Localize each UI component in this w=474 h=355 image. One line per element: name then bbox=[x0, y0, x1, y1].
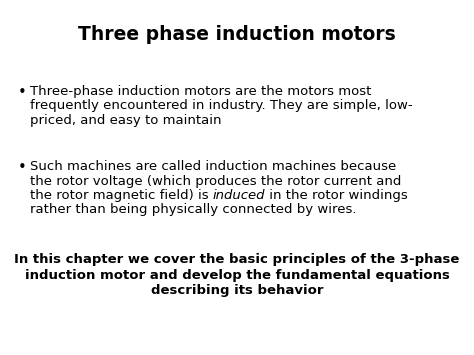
Text: rather than being physically connected by wires.: rather than being physically connected b… bbox=[30, 203, 356, 217]
Text: the rotor voltage (which produces the rotor current and: the rotor voltage (which produces the ro… bbox=[30, 175, 401, 187]
Text: in the rotor windings: in the rotor windings bbox=[265, 189, 408, 202]
Text: •: • bbox=[18, 85, 27, 100]
Text: Such machines are called induction machines because: Such machines are called induction machi… bbox=[30, 160, 396, 173]
Text: induced: induced bbox=[213, 189, 265, 202]
Text: describing its behavior: describing its behavior bbox=[151, 284, 323, 297]
Text: •: • bbox=[18, 160, 27, 175]
Text: frequently encountered in industry. They are simple, low-: frequently encountered in industry. They… bbox=[30, 99, 413, 113]
Text: priced, and easy to maintain: priced, and easy to maintain bbox=[30, 114, 221, 127]
Text: In this chapter we cover the basic principles of the 3-phase: In this chapter we cover the basic princ… bbox=[14, 253, 460, 266]
Text: Three-phase induction motors are the motors most: Three-phase induction motors are the mot… bbox=[30, 85, 371, 98]
Text: induction motor and develop the fundamental equations: induction motor and develop the fundamen… bbox=[25, 268, 449, 282]
Text: the rotor magnetic field) is: the rotor magnetic field) is bbox=[30, 189, 213, 202]
Text: Three phase induction motors: Three phase induction motors bbox=[78, 25, 396, 44]
